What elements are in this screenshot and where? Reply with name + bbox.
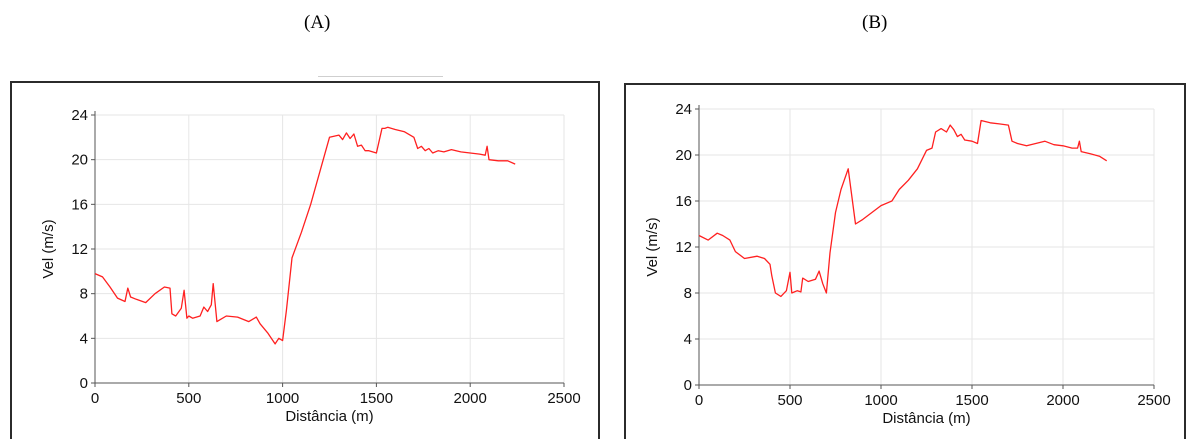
chart-b-ytick-label: 24	[675, 101, 692, 118]
chart-a-ytick-label: 0	[80, 375, 88, 392]
chart-a-xtick-label: 2000	[454, 390, 487, 407]
chart-a-ylabel: Vel (m/s)	[40, 219, 57, 278]
chart-b-ytick-label: 16	[675, 193, 692, 210]
chart-a-frame: 0 4 8 12 16 20 24 0 500 1000 1500 2000 2500 Distância…	[10, 81, 600, 439]
chart-a-ytick-label: 8	[80, 286, 88, 303]
panel-a-label: (A)	[304, 12, 331, 33]
chart-b: 0 4 8 12 16 20 24 0 500 1000 1500 2000 2500 Distância…	[644, 101, 1171, 427]
chart-b-ytick-label: 4	[684, 331, 692, 348]
chart-a-xtick-label: 1000	[266, 390, 299, 407]
chart-b-ytick-label: 8	[684, 285, 692, 302]
chart-b-ylabel: Vel (m/s)	[644, 217, 661, 276]
chart-a-xtick-label: 1500	[360, 390, 393, 407]
chart-b-frame: 0 4 8 12 16 20 24 0 500 1000 1500 2000 2500 Distância…	[624, 83, 1186, 439]
chart-a-ytick-label: 24	[71, 107, 88, 124]
chart-b-xtick-label: 500	[777, 392, 802, 409]
chart-a-xtick-label: 0	[91, 390, 99, 407]
chart-b-xlabel: Distância (m)	[882, 410, 970, 427]
chart-b-ytick-label: 12	[675, 239, 692, 256]
chart-b-series-line-0	[698, 119, 1108, 298]
chart-a-ytick-label: 16	[71, 196, 88, 213]
chart-a: 0 4 8 12 16 20 24 0 500 1000 1500 2000 2500 Distância…	[40, 107, 581, 425]
panel-b-label: (B)	[862, 12, 888, 33]
chart-b-ytick-label: 0	[684, 377, 692, 394]
chart-b-xtick-label: 0	[695, 392, 703, 409]
chart-a-xlabel: Distância (m)	[285, 408, 373, 425]
chart-a-ytick-label: 20	[71, 152, 88, 169]
chart-b-xtick-label: 1000	[864, 392, 897, 409]
chart-a-xtick-label: 2500	[547, 390, 580, 407]
chart-b-xtick-label: 1500	[955, 392, 988, 409]
decorative-divider	[318, 76, 443, 77]
chart-a-ytick-label: 4	[80, 330, 88, 347]
chart-b-ytick-label: 20	[675, 147, 692, 164]
chart-a-xtick-label: 500	[176, 390, 201, 407]
chart-b-xtick-label: 2500	[1137, 392, 1170, 409]
chart-a-series-line-0	[94, 126, 516, 345]
chart-a-ytick-label: 12	[71, 241, 88, 258]
chart-b-xtick-label: 2000	[1046, 392, 1079, 409]
